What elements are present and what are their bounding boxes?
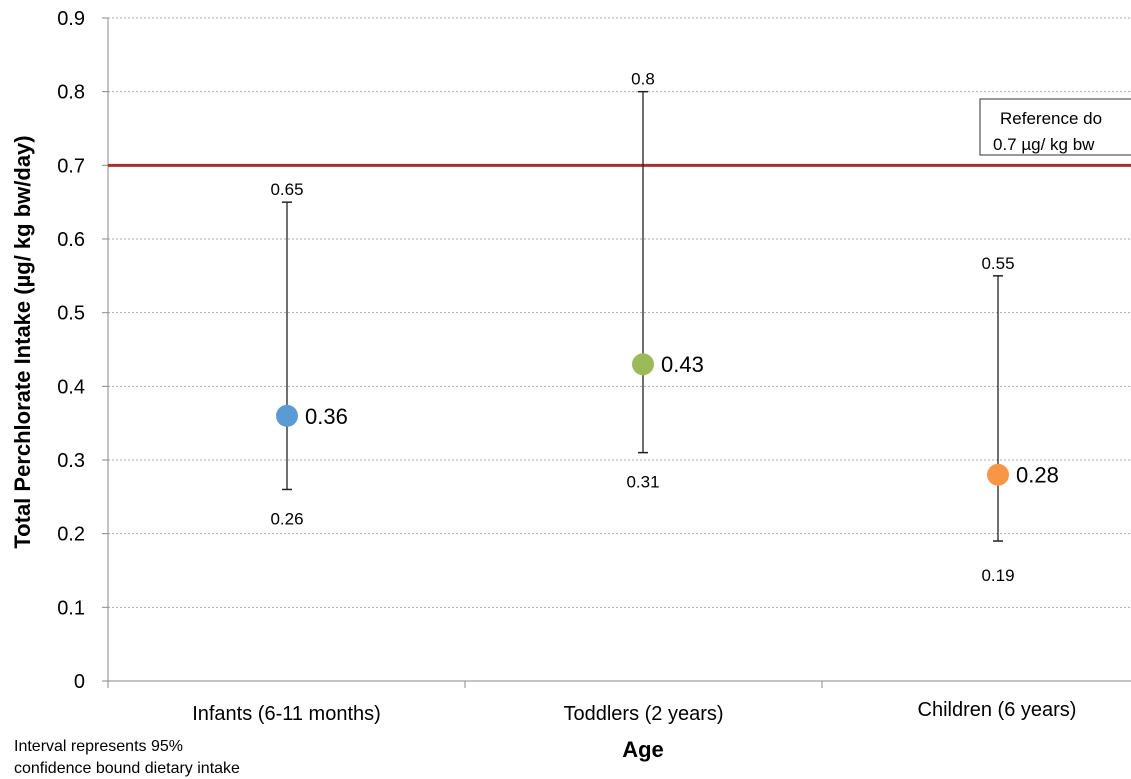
interval-note-line-1: Interval represents 95%: [14, 738, 183, 755]
error-bar-lower-label: 0.19: [981, 566, 1014, 585]
y-axis-label: Total Perchlorate Intake (µg/ kg bw/day): [10, 135, 35, 548]
gridlines: [102, 17, 1131, 682]
x-tick-marks: [107, 681, 823, 688]
y-tick-label: 0.1: [57, 597, 85, 619]
y-tick-label: 0.8: [57, 82, 85, 104]
y-tick-label: 0.3: [57, 450, 85, 472]
x-axis-label: Age: [622, 737, 664, 762]
reference-label-line-2: 0.7 µg/ kg bw: [993, 135, 1095, 154]
interval-note-line-2: confidence bound dietary intake: [14, 760, 240, 777]
data-point: [987, 463, 1009, 486]
x-category-label: Infants (6-11 months): [192, 703, 381, 725]
x-category-label: Toddlers (2 years): [563, 703, 723, 725]
x-category-label: Children (6 years): [918, 699, 1077, 721]
error-bar-lower-label: 0.31: [626, 473, 659, 492]
data-point-value-label: 0.28: [1016, 463, 1059, 488]
error-bar-upper-label: 0.65: [270, 180, 303, 199]
y-tick-label: 0.5: [57, 303, 85, 325]
y-tick-label: 0.2: [57, 524, 85, 546]
y-tick-label: 0.6: [57, 229, 85, 251]
y-tick-label: 0.4: [57, 376, 85, 398]
y-tick-label: 0.9: [57, 8, 85, 30]
y-tick-labels: 0 0.1 0.2 0.3 0.4 0.5 0.6 0.7 0.8 0.9: [57, 8, 85, 693]
y-tick-label: 0.7: [57, 155, 85, 177]
data-point: [632, 353, 654, 376]
reference-label-line-1: Reference do: [1000, 109, 1102, 128]
data-point: [276, 404, 298, 427]
error-bar-upper-label: 0.55: [981, 254, 1014, 273]
reference-line-group: Reference do 0.7 µg/ kg bw: [108, 98, 1131, 167]
category-labels: Infants (6-11 months) Toddlers (2 years) C…: [192, 699, 1076, 725]
data-point-value-label: 0.36: [305, 404, 348, 429]
data-point-value-label: 0.43: [661, 352, 704, 377]
data-points: 0.36 0.65 0.26 0.43 0.8 0.31 0.28 0.55 0.19: [270, 70, 1058, 585]
error-bar-lower-label: 0.26: [270, 509, 303, 528]
reference-label-box: [979, 98, 1131, 156]
error-bar-upper-label: 0.8: [631, 70, 655, 89]
y-tick-label: 0: [74, 671, 85, 693]
